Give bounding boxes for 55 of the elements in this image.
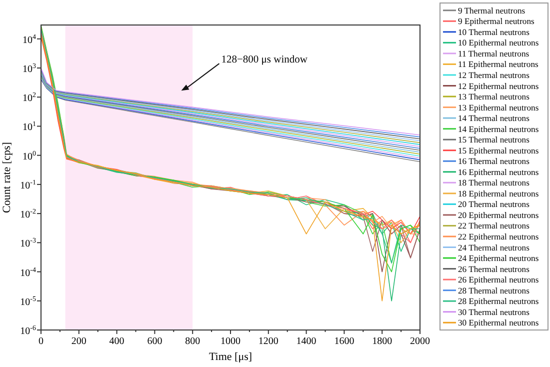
legend-label: 30 Epithermal neutrons (458, 318, 540, 328)
legend-label: 16 Epithermal neutrons (458, 166, 540, 177)
legend-label: 13 Epithermal neutrons (458, 102, 540, 112)
y-tick-label: 10$^{-3}$ (20, 236, 36, 250)
legend-label: 14 Thermal neutrons (458, 113, 530, 124)
legend-label: 15 Thermal neutrons (458, 134, 530, 145)
legend-label: 18 Thermal neutrons (458, 178, 530, 188)
x-tick-label: 1000 (220, 336, 240, 347)
legend-label: 11 Epithermal neutrons (458, 59, 540, 70)
legend-label: 14 Epithermal neutrons (458, 124, 540, 134)
y-tick-label: 10$^{-6}$ (20, 324, 36, 337)
y-tick-label: 10$^{-5}$ (20, 294, 36, 308)
legend-label: 10 Epithermal neutrons (458, 38, 540, 48)
x-tick-label: 400 (109, 336, 124, 347)
legend-label: 20 Thermal neutrons (458, 199, 530, 210)
legend-label: 16 Thermal neutrons (458, 156, 530, 166)
x-tick-label: 1600 (334, 336, 354, 347)
x-axis-title: Time [μs] (208, 351, 252, 363)
x-tick-label: 1800 (372, 336, 392, 347)
legend-label: 10 Thermal neutrons (458, 26, 530, 37)
legend-label: 18 Epithermal neutrons (458, 188, 540, 198)
legend-label: 22 Epithermal neutrons (458, 231, 540, 242)
legend-label: 24 Epithermal neutrons (458, 253, 540, 264)
y-tick-label: 10$^{-1}$ (20, 178, 36, 192)
legend-label: 22 Thermal neutrons (458, 220, 530, 231)
legend-label: 24 Thermal neutrons (458, 242, 530, 252)
legend-label: 28 Epithermal neutrons (458, 296, 540, 306)
x-tick-label: 1200 (258, 336, 278, 347)
legend-label: 13 Thermal neutrons (458, 92, 530, 102)
legend-label: 30 Thermal neutrons (458, 306, 530, 317)
y-tick-label: 10$^{4}$ (22, 32, 36, 46)
legend-label: 26 Thermal neutrons (458, 264, 530, 274)
x-tick-label: 2000 (410, 336, 430, 347)
y-tick-label: 10$^{1}$ (22, 120, 36, 134)
x-tick-label: 200 (71, 336, 86, 347)
x-tick-label: 800 (185, 336, 200, 347)
legend-label: 9 Thermal neutrons (458, 5, 526, 16)
legend-label: 12 Epithermal neutrons (458, 80, 540, 91)
x-tick-label: 1400 (296, 336, 316, 347)
x-tick-label: 600 (147, 336, 162, 347)
legend-label: 15 Epithermal neutrons (458, 145, 540, 156)
y-tick-label: 10$^{3}$ (22, 62, 36, 75)
y-tick-label: 10$^{-2}$ (20, 208, 36, 221)
legend-label: 28 Thermal neutrons (458, 285, 530, 296)
y-tick-label: 10$^{-4}$ (20, 266, 36, 279)
annotation: 128−800 μs window (221, 54, 308, 66)
legend-label: 9 Epithermal neutrons (458, 16, 536, 26)
legend-label: 26 Epithermal neutrons (458, 274, 540, 285)
y-axis-title: Count rate [cps] (1, 142, 13, 213)
y-tick-label: 10$^{0}$ (22, 149, 36, 162)
legend-label: 11 Thermal neutrons (458, 48, 530, 58)
legend-label: 20 Epithermal neutrons (458, 210, 540, 220)
x-tick-label: 0 (38, 336, 44, 347)
y-tick-label: 10$^{2}$ (22, 91, 36, 104)
legend-label: 12 Thermal neutrons (458, 70, 530, 80)
